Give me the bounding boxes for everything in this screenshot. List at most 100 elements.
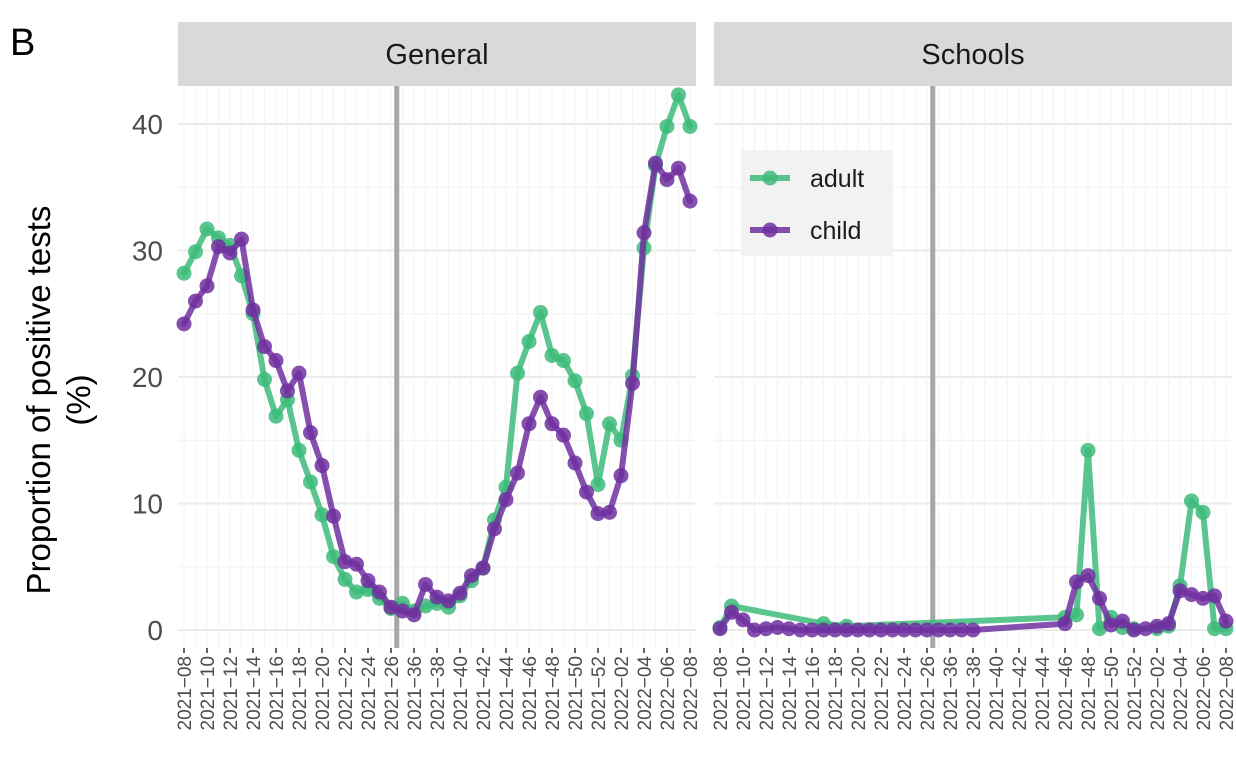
data-point-child [383,599,399,615]
data-point-child [1172,583,1188,599]
data-point-adult [176,265,192,281]
x-tick-label: 2021−08 [711,656,732,731]
data-point-adult [602,416,617,432]
data-point-child [850,622,866,638]
legend-background [741,150,893,256]
data-point-child [349,556,364,572]
data-point-adult [544,347,560,363]
x-tick-label: 2021−26 [382,656,403,731]
data-point-child [712,621,728,637]
data-point-child [521,416,537,432]
strip-schools [714,22,1232,86]
data-point-child [636,225,652,241]
y-axis-title-line2: (%) [60,374,97,425]
x-tick-label: 2021−44 [497,656,518,731]
data-point-child [1126,622,1142,638]
legend: adult child [741,150,893,256]
data-point-child [360,573,376,589]
data-point-adult [1207,621,1222,637]
x-tick-label: 2021−38 [964,656,985,731]
data-point-child [464,568,479,584]
x-tick-label: 2021−16 [267,656,288,731]
data-point-child [793,622,808,638]
data-point-adult [590,477,606,493]
data-point-child [452,585,468,601]
x-tick-label: 2021−24 [895,656,916,731]
y-axis-title-line1: Proportion of positive tests [20,206,57,595]
data-point-adult [567,373,583,389]
data-point-child [268,353,284,369]
x-tick-label: 2021−16 [803,656,824,731]
y-tick-label-30: 30 [132,235,163,266]
strip-label-schools: Schools [921,39,1024,71]
series-child-general [176,155,698,623]
data-point-child [199,278,215,294]
data-point-child [747,622,762,638]
x-tick-label: 2021−44 [1033,656,1054,731]
y-axis-title: Proportion of positive tests (%) [20,206,97,595]
legend-key-point-child [762,222,778,238]
data-point-child [816,622,831,638]
data-point-child [234,231,249,247]
x-tick-label: 2021−46 [1056,656,1077,731]
data-point-child [487,521,502,537]
y-tick-label-0: 0 [147,615,163,646]
x-tick-label: 2021−10 [734,656,755,731]
x-tick-label: 2022−04 [635,656,656,731]
data-point-adult [556,353,571,369]
y-tick-label-10: 10 [132,488,163,519]
x-tick-label: 2022−06 [658,656,679,731]
x-tick-label: 2021−52 [589,656,610,731]
data-point-child [590,506,606,522]
legend-label-child: child [810,217,861,245]
data-point-child [839,622,854,638]
data-point-child [758,621,774,637]
data-point-child [1092,590,1107,606]
x-tick-label: 2021−12 [757,656,778,731]
x-tick-label: 2021−46 [520,656,541,731]
data-point-child [885,622,900,638]
data-point-child [781,621,797,637]
data-point-child [544,416,560,432]
x-tick-label: 2021−48 [1079,656,1100,731]
x-tick-label: 2022−02 [612,656,633,731]
data-point-adult [1184,493,1199,509]
data-point-child [908,622,923,638]
data-point-child [1218,613,1234,629]
data-point-child [1069,574,1084,590]
data-point-adult [268,408,284,424]
data-point-child [735,612,751,628]
data-point-adult [1080,442,1096,458]
data-point-child [1057,616,1073,632]
x-tick-label: 2021−14 [780,656,801,731]
x-tick-label: 2021−50 [1102,656,1123,731]
x-tick-label: 2021−42 [1010,656,1031,731]
x-tick-label: 2021−40 [451,656,472,731]
x-tick-label: 2021−22 [336,656,357,731]
x-tick-label: 2021−36 [941,656,962,731]
data-point-child [1207,588,1222,604]
data-point-child [1195,590,1211,606]
strip-general [178,22,696,86]
data-point-child [280,383,295,399]
data-point-adult [510,365,525,381]
x-tick-label: 2021−22 [872,656,893,731]
x-tick-label: 2021−12 [221,656,242,731]
x-tick-label: 2021−24 [359,656,380,731]
data-point-adult [199,221,215,237]
data-point-child [965,622,981,638]
data-point-child [862,622,877,638]
data-point-child [896,622,912,638]
data-point-child [659,172,675,188]
data-point-adult [188,244,203,260]
legend-label-adult: adult [810,165,864,193]
data-point-child [211,239,226,255]
data-point-child [1184,587,1199,603]
data-point-child [1149,618,1165,634]
data-point-child [406,607,422,623]
data-point-child [372,584,387,600]
x-tick-label: 2021−50 [566,656,587,731]
legend-key-point-adult [762,170,778,186]
data-point-adult [521,334,537,350]
